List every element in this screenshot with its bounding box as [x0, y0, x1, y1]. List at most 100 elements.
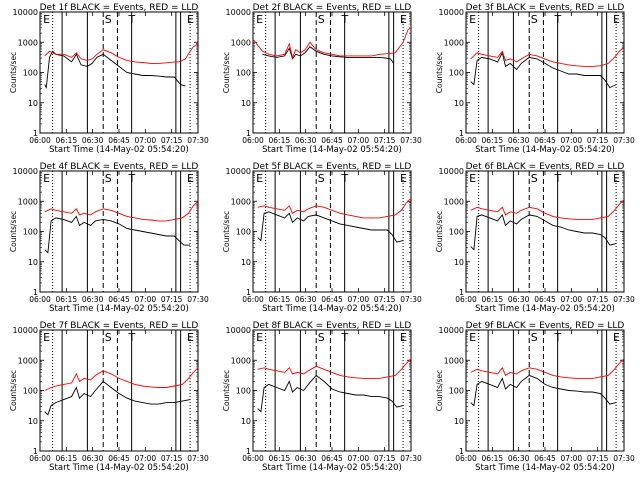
- panel-title: Det 6f BLACK = Events, RED = LLD: [466, 162, 625, 172]
- y-tick-label: 10: [28, 417, 38, 426]
- y-tick-label: 100: [449, 69, 464, 78]
- x-tick-label: 07:00: [348, 454, 370, 463]
- plot-frame: [465, 11, 625, 134]
- region-letter: E: [400, 331, 407, 344]
- x-tick-label: 06:15: [482, 454, 504, 463]
- plot-frame: [465, 329, 625, 452]
- region-letter: E: [43, 172, 50, 185]
- region-letter: E: [256, 13, 263, 26]
- plot-frame: [252, 329, 412, 452]
- y-tick-label: 10000: [439, 8, 464, 17]
- x-tick-label: 06:45: [321, 295, 343, 304]
- x-tick-label: 06:30: [82, 295, 104, 304]
- y-tick-label: 1000: [18, 38, 38, 47]
- lld-series-line: [470, 358, 625, 379]
- region-letter: T: [127, 331, 135, 344]
- x-tick-label: 06:30: [508, 454, 530, 463]
- y-tick-label: 100: [23, 69, 38, 78]
- panel-title: Det 4f BLACK = Events, RED = LLD: [40, 162, 199, 172]
- x-tick-label: 06:45: [534, 295, 556, 304]
- x-tick-label: 07:30: [187, 136, 209, 145]
- x-tick-label: 06:00: [242, 136, 264, 145]
- y-tick-label: 100: [449, 387, 464, 396]
- events-series-line: [470, 374, 617, 407]
- y-tick-label: 10: [454, 417, 464, 426]
- region-letter: E: [469, 13, 476, 26]
- y-tick-label: 1000: [231, 38, 251, 47]
- panel-6: Det 6f BLACK = Events, RED = LLD 1 10 100 10…: [435, 162, 635, 314]
- y-tick-label: 1000: [231, 197, 251, 206]
- panel-1: Det 1f BLACK = Events, RED = LLD 1 10 100 10…: [9, 3, 209, 155]
- lld-series-line: [44, 200, 199, 222]
- region-letter: E: [613, 331, 620, 344]
- x-tick-label: 06:30: [508, 136, 530, 145]
- x-tick-label: 06:00: [242, 295, 264, 304]
- events-series-line: [470, 51, 617, 89]
- y-tick-label: 1: [459, 447, 464, 456]
- lld-series-line: [470, 46, 625, 67]
- region-letter: E: [43, 13, 50, 26]
- y-tick-label: 1000: [444, 356, 464, 365]
- y-axis-label: Counts/sec: [222, 52, 231, 93]
- x-axis-label: Start Time (14-May-02 05:54:20): [475, 145, 615, 155]
- y-tick-label: 1000: [444, 38, 464, 47]
- y-tick-label: 1: [246, 288, 251, 297]
- region-letter: T: [553, 172, 561, 185]
- y-tick-label: 100: [236, 69, 251, 78]
- y-tick-label: 10: [28, 99, 38, 108]
- y-tick-label: 10000: [13, 8, 38, 17]
- region-letter: S: [531, 13, 538, 26]
- lld-series-line: [252, 26, 412, 59]
- x-tick-label: 06:30: [295, 295, 317, 304]
- x-tick-label: 06:00: [455, 136, 477, 145]
- y-axis-label: Counts/sec: [9, 370, 18, 411]
- region-letter: E: [256, 172, 263, 185]
- x-tick-label: 07:30: [400, 295, 422, 304]
- panel-title: Det 7f BLACK = Events, RED = LLD: [40, 321, 199, 331]
- x-axis-label: Start Time (14-May-02 05:54:20): [262, 304, 402, 314]
- lld-series-line: [257, 358, 412, 379]
- x-tick-label: 07:15: [374, 136, 396, 145]
- panel-title: Det 2f BLACK = Events, RED = LLD: [253, 3, 412, 13]
- x-tick-label: 06:30: [295, 454, 317, 463]
- x-tick-label: 06:45: [108, 136, 130, 145]
- region-letter: S: [531, 331, 538, 344]
- x-tick-label: 06:30: [295, 136, 317, 145]
- x-tick-label: 07:30: [187, 295, 209, 304]
- x-tick-label: 07:15: [587, 295, 609, 304]
- x-tick-label: 06:15: [482, 295, 504, 304]
- x-axis-label: Start Time (14-May-02 05:54:20): [262, 463, 402, 473]
- y-axis-label: Counts/sec: [435, 211, 444, 252]
- x-tick-label: 06:45: [534, 136, 556, 145]
- events-series-line: [257, 374, 404, 413]
- x-tick-label: 06:15: [56, 454, 78, 463]
- x-tick-label: 06:00: [242, 454, 264, 463]
- x-tick-label: 07:00: [348, 136, 370, 145]
- x-tick-label: 07:15: [374, 454, 396, 463]
- y-tick-label: 10: [241, 99, 251, 108]
- region-letter: S: [105, 331, 112, 344]
- plot-frame: [252, 11, 412, 134]
- panel-title: Det 8f BLACK = Events, RED = LLD: [253, 321, 412, 331]
- events-series-line: [262, 46, 394, 64]
- events-series-line: [44, 215, 191, 254]
- y-tick-label: 1000: [18, 197, 38, 206]
- x-tick-label: 07:30: [400, 454, 422, 463]
- y-tick-label: 1000: [444, 197, 464, 206]
- region-letter: E: [400, 13, 407, 26]
- lld-series-line: [257, 197, 412, 219]
- x-axis-label: Start Time (14-May-02 05:54:20): [262, 145, 402, 155]
- x-tick-label: 06:45: [534, 454, 556, 463]
- x-tick-label: 07:00: [135, 295, 157, 304]
- x-axis-label: Start Time (14-May-02 05:54:20): [49, 145, 189, 155]
- panel-5: Det 5f BLACK = Events, RED = LLD 1 10 100 10…: [222, 162, 422, 314]
- x-tick-label: 06:45: [321, 136, 343, 145]
- y-tick-label: 1000: [18, 356, 38, 365]
- panel-2: Det 2f BLACK = Events, RED = LLD 1 10 100 10…: [222, 3, 422, 155]
- x-tick-label: 06:00: [29, 454, 51, 463]
- y-tick-label: 10000: [226, 8, 251, 17]
- events-series-line: [44, 380, 191, 416]
- y-tick-label: 100: [236, 387, 251, 396]
- panel-7: Det 7f BLACK = Events, RED = LLD 1 10 100 10…: [9, 321, 209, 473]
- panel-title: Det 9f BLACK = Events, RED = LLD: [466, 321, 625, 331]
